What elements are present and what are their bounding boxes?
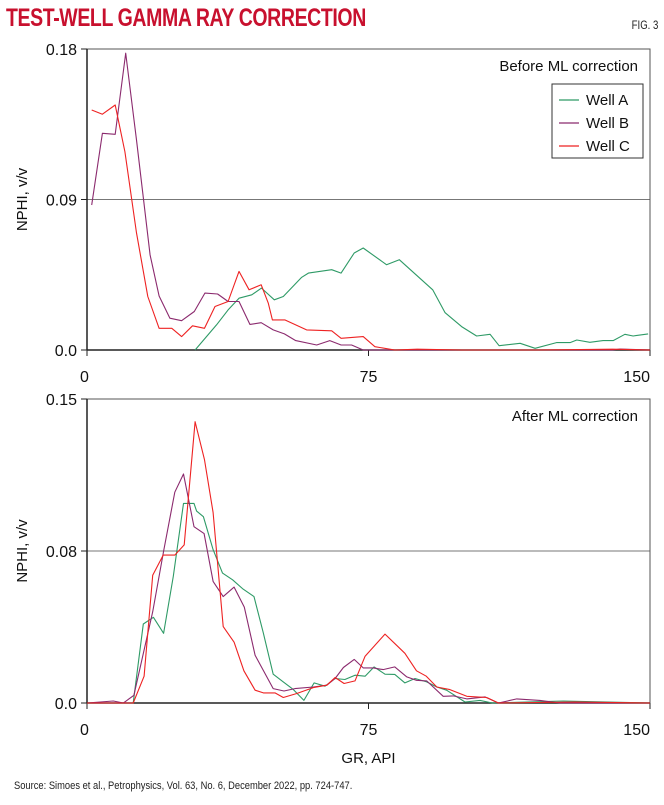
figure-title: TEST-WELL GAMMA RAY CORRECTION (6, 4, 366, 32)
series-line-well-a (194, 247, 649, 351)
panel-title: After ML correction (512, 408, 638, 425)
y-tick-label: 0.0 (55, 696, 77, 713)
series-line-well-c (87, 421, 651, 704)
legend-label: Well B (586, 115, 629, 132)
x-tick-label: 75 (360, 369, 378, 386)
after-correction-plot: 0.0 0.08 0.15 0 75 150 After ML correction NPHI… (14, 392, 651, 767)
legend: Well A Well B Well C (551, 83, 644, 159)
series-line-well-c (91, 104, 651, 351)
y-tick-label: 0.15 (46, 392, 77, 409)
legend-label: Well C (586, 138, 630, 155)
y-axis-label: NPHI, v/v (14, 167, 31, 231)
y-tick-label: 0.18 (46, 42, 77, 59)
before-correction-plot: 0.0 0.09 0.18 0 75 150 Before ML correction NPH… (14, 42, 651, 386)
x-tick-label: 75 (360, 722, 378, 739)
series-line-well-a (87, 502, 651, 704)
x-axis-label: GR, API (341, 750, 395, 767)
y-tick-label: 0.09 (46, 193, 77, 210)
panel-title: Before ML correction (499, 58, 638, 75)
figure-number: FIG. 3 (631, 18, 658, 32)
y-tick-label: 0.0 (55, 343, 77, 360)
source-note: Source: Simoes et al., Petrophysics, Vol… (14, 780, 353, 792)
y-tick-label: 0.08 (46, 544, 77, 561)
y-axis-label: NPHI, v/v (14, 519, 31, 583)
x-tick-label: 0 (80, 722, 89, 739)
legend-label: Well A (586, 92, 628, 109)
x-tick-label: 150 (623, 722, 650, 739)
x-tick-label: 150 (623, 369, 650, 386)
x-tick-label: 0 (80, 369, 89, 386)
